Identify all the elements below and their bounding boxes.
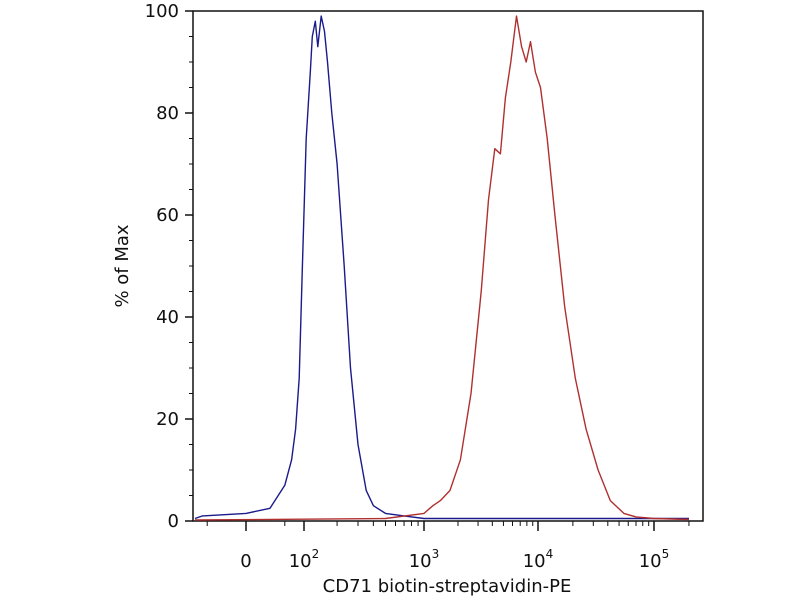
x-tick-label: 103 [409, 547, 440, 572]
x-tick-label: 104 [523, 547, 554, 572]
y-tick-label: 20 [156, 409, 179, 430]
x-tick-label: 105 [639, 547, 670, 572]
series-line-1 [194, 15, 689, 520]
plot-frame [192, 10, 704, 522]
series-line-2 [194, 15, 690, 521]
y-axis-title: % of Max [112, 224, 133, 307]
y-tick-label: 60 [156, 205, 179, 226]
y-tick-label: 0 [168, 511, 179, 532]
x-tick-label: 102 [289, 547, 320, 572]
x-axis: 0 102 103 104 105 [206, 521, 690, 572]
x-tick-label: 0 [240, 551, 251, 572]
y-tick-label: 40 [156, 307, 179, 328]
series-layer [194, 15, 690, 521]
y-tick-label: 100 [145, 1, 179, 22]
x-axis-title: CD71 biotin-streptavidin-PE [323, 576, 572, 597]
y-axis: 0 20 40 60 80 100 [145, 1, 193, 532]
y-tick-label: 80 [156, 103, 179, 124]
